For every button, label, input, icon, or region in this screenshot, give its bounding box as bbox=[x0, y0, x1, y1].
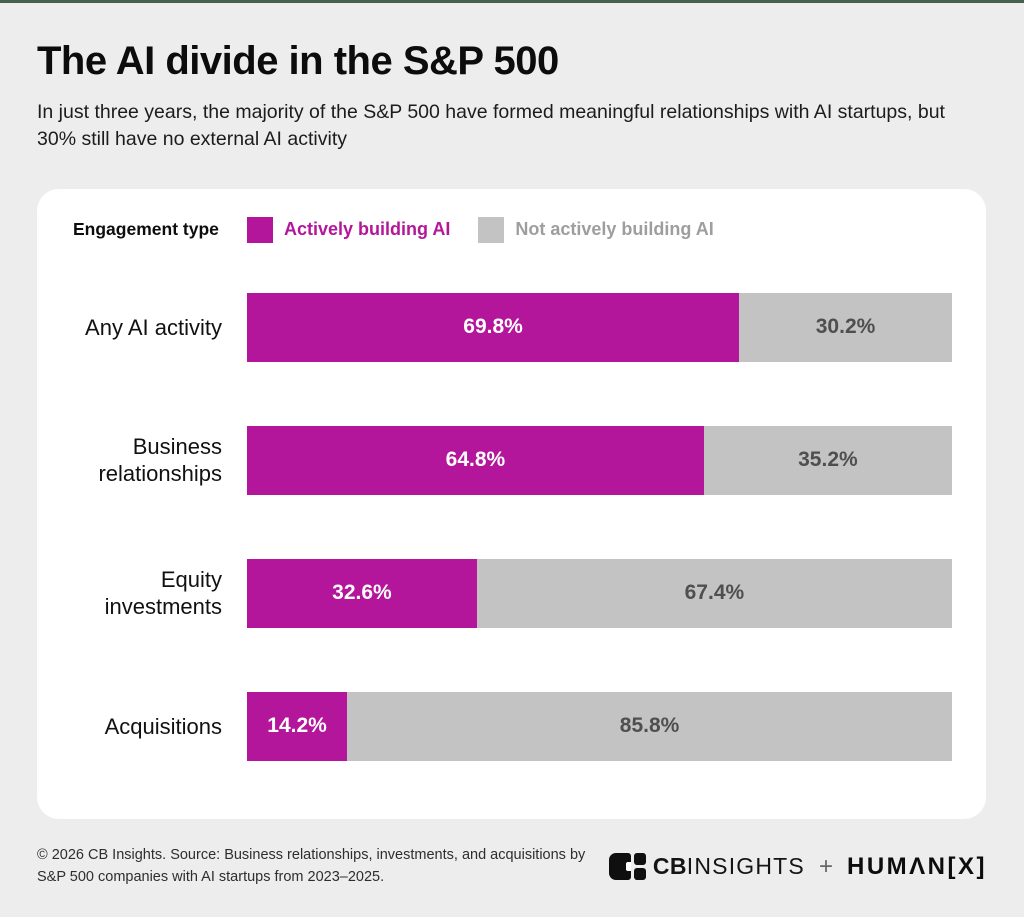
bar-segment-inactive: 35.2% bbox=[703, 425, 952, 495]
row-label: Business relationships bbox=[98, 433, 222, 487]
chart-row: Business relationships 64.8% 35.2% bbox=[73, 425, 952, 495]
bar-segment-inactive: 30.2% bbox=[739, 292, 952, 362]
cbinsights-logo-icon bbox=[608, 853, 646, 881]
legend-item-actively-building: Actively building AI bbox=[247, 216, 451, 243]
bar-value-inactive: 30.2% bbox=[815, 315, 876, 339]
bar-value-inactive: 85.8% bbox=[619, 714, 680, 738]
legend-label-active: Actively building AI bbox=[284, 219, 451, 240]
chart-card: Engagement type Actively building AI Not… bbox=[37, 188, 986, 819]
chart-row: Acquisitions 14.2% 85.8% bbox=[73, 691, 952, 761]
legend-swatch-active-icon bbox=[247, 216, 273, 243]
legend-title: Engagement type bbox=[73, 219, 219, 240]
cbinsights-logo-text: CBINSIGHTS bbox=[652, 853, 805, 880]
humanx-logo: HUMΛN[X] bbox=[847, 852, 987, 880]
row-label: Any AI activity bbox=[85, 314, 222, 340]
bar-value-inactive: 35.2% bbox=[798, 448, 858, 472]
chart-rows: Any AI activity 69.8% 30.2% Business rel… bbox=[73, 292, 952, 761]
chart-row: Any AI activity 69.8% 30.2% bbox=[73, 292, 952, 362]
footer-logos: CBINSIGHTS + HUMΛN[X] bbox=[608, 852, 987, 881]
footer: © 2026 CB Insights. Source: Business rel… bbox=[37, 845, 987, 889]
stacked-bar: 69.8% 30.2% bbox=[247, 292, 952, 362]
stacked-bar: 32.6% 67.4% bbox=[247, 558, 952, 628]
bar-segment-active: 69.8% bbox=[247, 292, 740, 362]
bar-value-active: 64.8% bbox=[445, 448, 506, 472]
bar-value-active: 69.8% bbox=[463, 315, 523, 339]
stacked-bar: 14.2% 85.8% bbox=[247, 691, 952, 761]
source-note: © 2026 CB Insights. Source: Business rel… bbox=[37, 846, 586, 885]
legend-swatch-inactive-icon bbox=[478, 216, 505, 243]
page-subtitle: In just three years, the majority of the… bbox=[37, 101, 945, 150]
bar-segment-active: 32.6% bbox=[247, 558, 477, 628]
legend-item-not-actively-building: Not actively building AI bbox=[478, 216, 714, 243]
row-label: Acquisitions bbox=[104, 713, 222, 739]
top-accent-strip bbox=[0, 0, 1024, 3]
bar-segment-active: 14.2% bbox=[247, 691, 348, 761]
bar-segment-inactive: 85.8% bbox=[347, 691, 952, 761]
chart-row: Equity investments 32.6% 67.4% bbox=[73, 558, 952, 628]
cbinsights-logo: CBINSIGHTS bbox=[608, 853, 805, 881]
bar-value-inactive: 67.4% bbox=[684, 581, 745, 605]
bar-value-active: 14.2% bbox=[267, 714, 327, 738]
legend: Engagement type Actively building AI Not… bbox=[73, 216, 952, 243]
bar-segment-active: 64.8% bbox=[247, 425, 704, 495]
bar-segment-inactive: 67.4% bbox=[476, 558, 952, 628]
stacked-bar: 64.8% 35.2% bbox=[247, 425, 952, 495]
header: The AI divide in the S&P 500 In just thr… bbox=[0, 3, 1024, 153]
row-label: Equity investments bbox=[104, 566, 222, 620]
plus-sign: + bbox=[818, 852, 833, 880]
legend-label-inactive: Not actively building AI bbox=[515, 219, 714, 240]
page-title: The AI divide in the S&P 500 bbox=[37, 39, 559, 83]
bar-value-active: 32.6% bbox=[332, 581, 392, 605]
